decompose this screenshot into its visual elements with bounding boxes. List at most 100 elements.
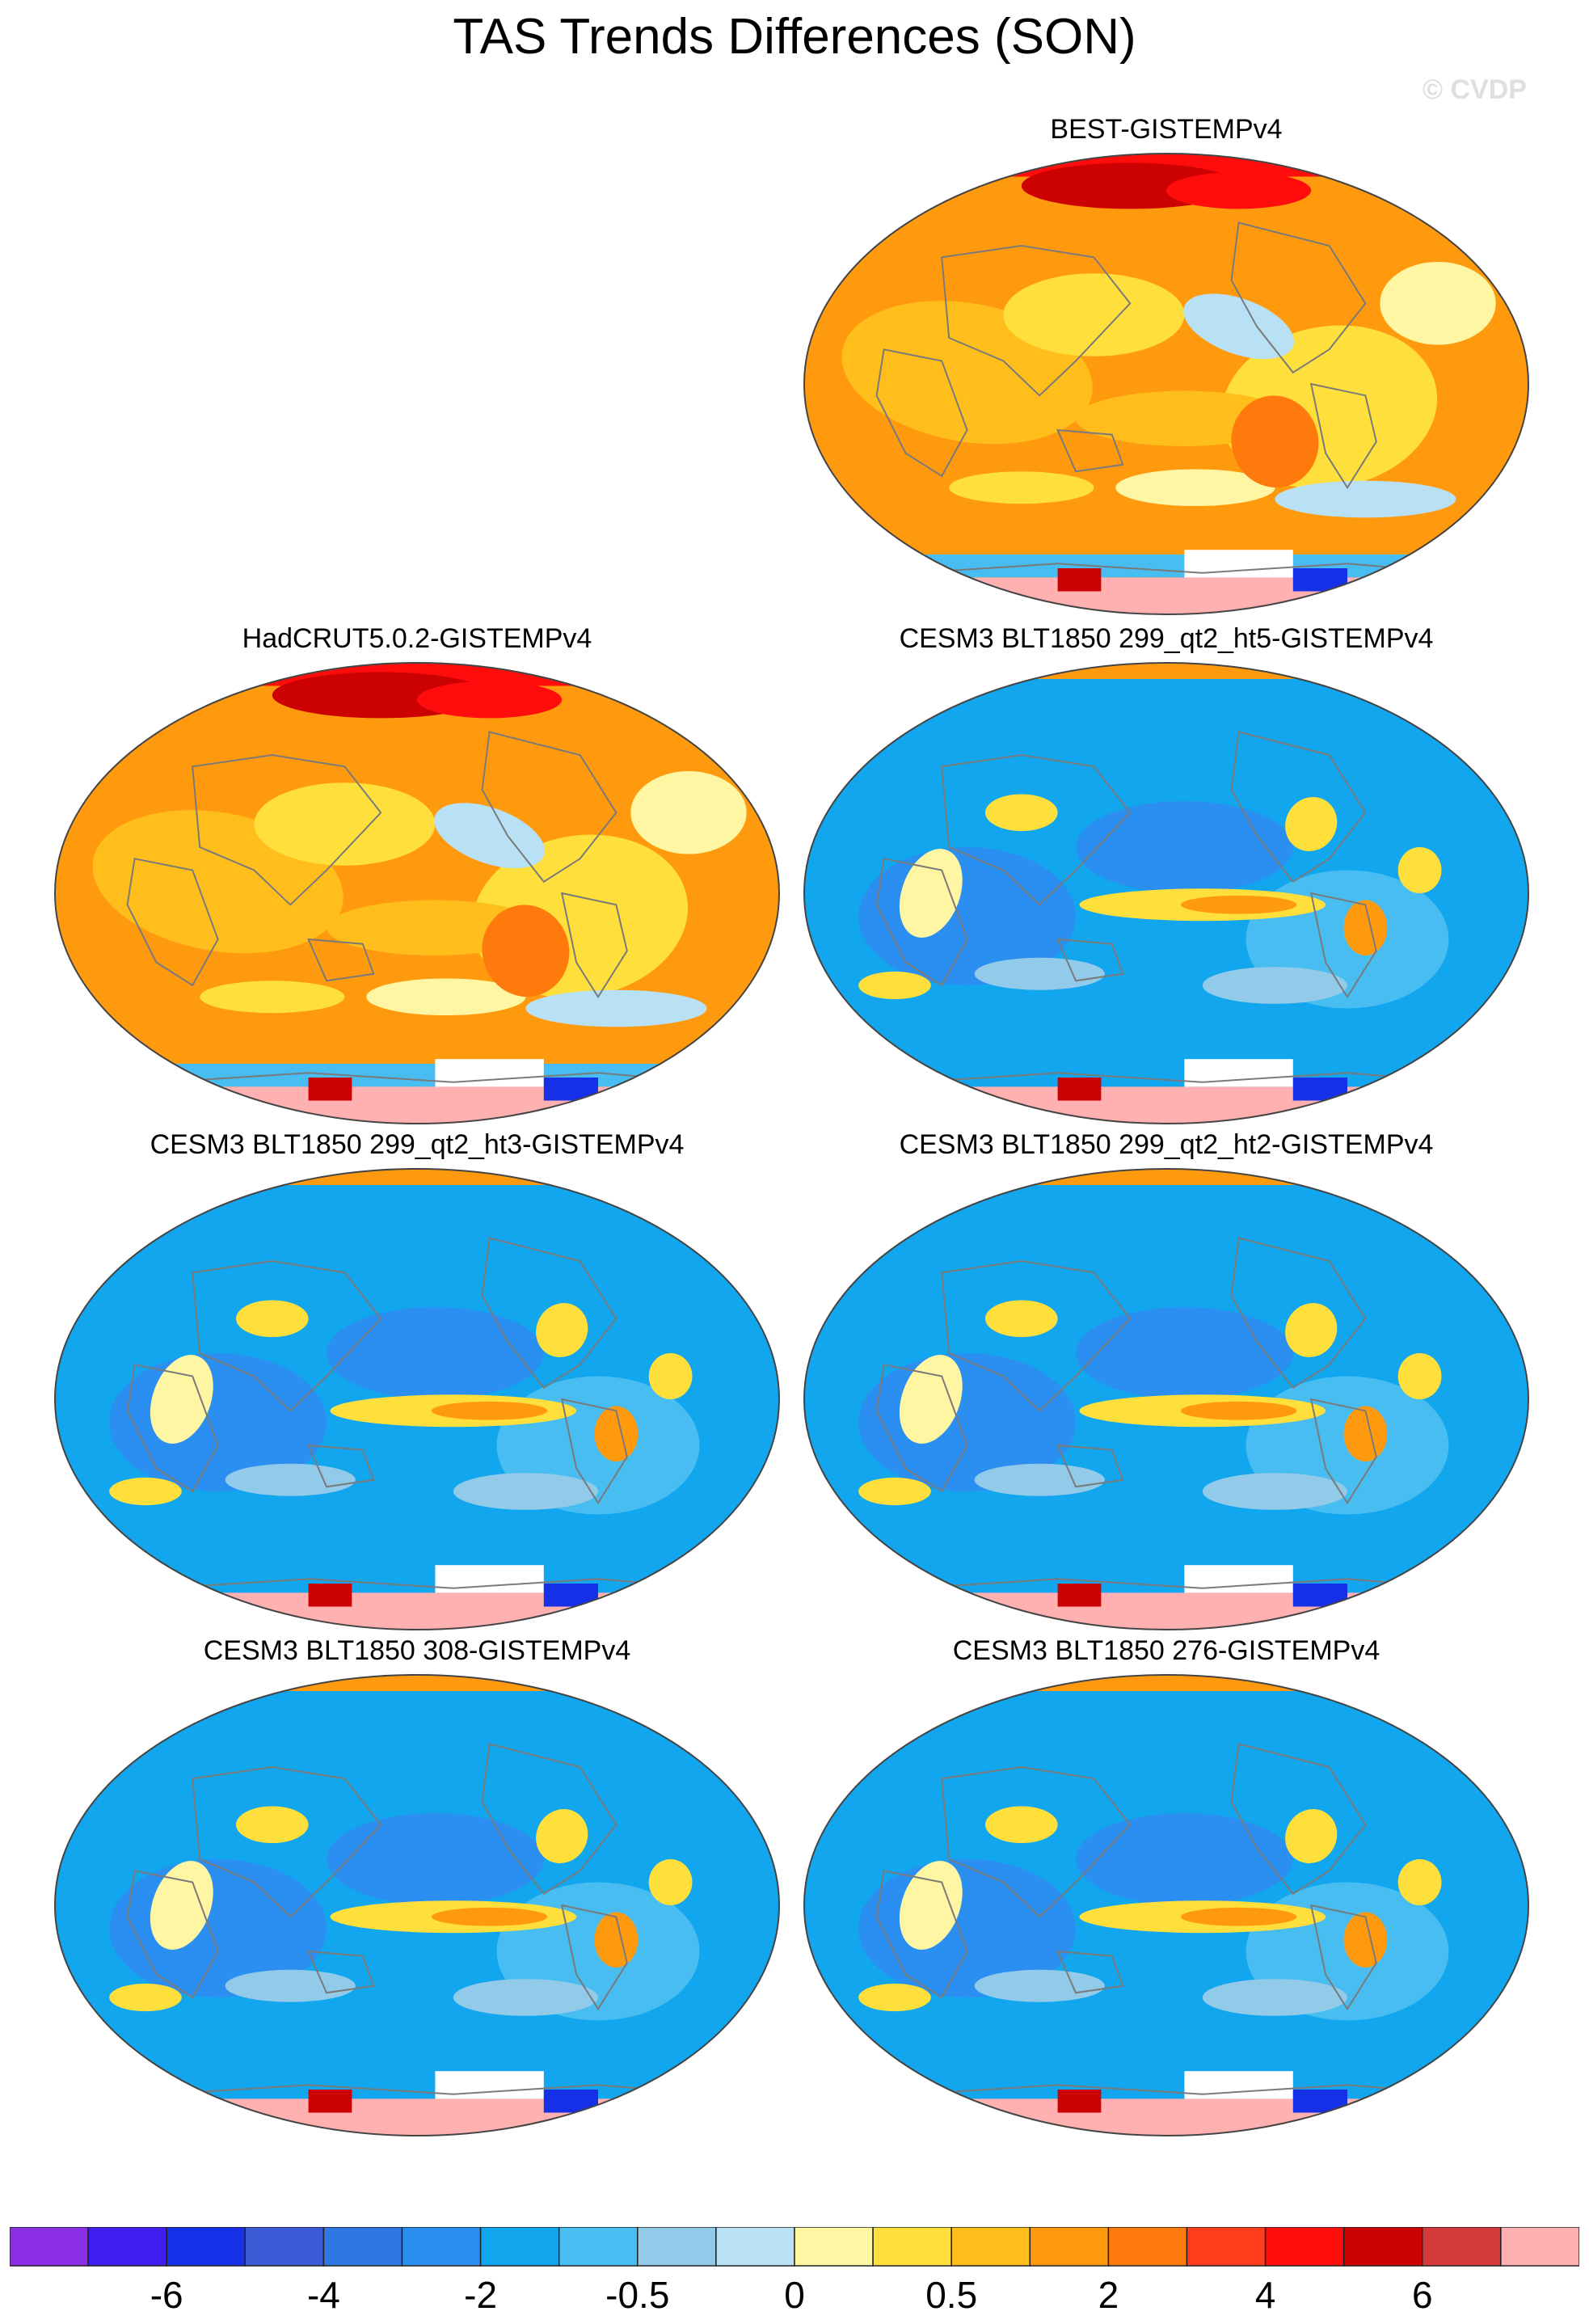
coastline xyxy=(941,753,1132,906)
colorbar-swatch xyxy=(950,2227,1031,2267)
coastline xyxy=(481,1743,617,1896)
colorbar-tick-label: -6 xyxy=(150,2274,183,2316)
coastline xyxy=(163,1578,707,1589)
coastline xyxy=(1056,938,1124,982)
coastline xyxy=(1056,1444,1124,1488)
panel-title: CESM3 BLT1850 308-GISTEMPv4 xyxy=(203,1635,631,1666)
coastline xyxy=(1309,1904,1377,2011)
coastline xyxy=(307,938,375,982)
colorbar-swatch xyxy=(794,2227,874,2267)
coastline xyxy=(875,1870,968,1999)
coastline xyxy=(913,1578,1456,1589)
map-panel: CESM3 BLT1850 276-GISTEMPv4 xyxy=(794,1634,1538,2144)
colorbar-swatch xyxy=(244,2227,325,2267)
coastline xyxy=(913,563,1456,574)
panel-title: CESM3 BLT1850 299_qt2_ht5-GISTEMPv4 xyxy=(899,623,1434,654)
colorbar-tick-label: 4 xyxy=(1255,2274,1276,2316)
colorbar-swatch xyxy=(166,2227,247,2267)
colorbar-swatch xyxy=(715,2227,795,2267)
coastline xyxy=(1056,428,1124,473)
colorbar-swatch xyxy=(479,2227,560,2267)
trend-map xyxy=(803,153,1529,615)
colorbar-swatch xyxy=(1500,2227,1579,2267)
coastline xyxy=(126,1870,219,1999)
colorbar-tick-label: 6 xyxy=(1412,2274,1433,2316)
coastline xyxy=(481,731,617,884)
coastline xyxy=(875,858,968,987)
map-border xyxy=(803,1674,1529,2136)
cvdp-credit: © CVDP xyxy=(1423,74,1527,105)
coastline xyxy=(192,1259,382,1412)
panel-title: CESM3 BLT1850 299_qt2_ht2-GISTEMPv4 xyxy=(899,1129,1434,1160)
coastline xyxy=(913,1072,1456,1083)
colorbar-tick-label: 0 xyxy=(784,2274,805,2316)
coastline xyxy=(941,1765,1132,1918)
colorbar-swatch xyxy=(558,2227,639,2267)
colorbar-swatch xyxy=(10,2227,89,2267)
colorbar-swatch xyxy=(1186,2227,1267,2267)
trend-map xyxy=(803,662,1529,1124)
coastline xyxy=(163,2084,707,2095)
coastline xyxy=(560,1904,628,2011)
colorbar-swatch xyxy=(1264,2227,1345,2267)
map-panel: HadCRUT5.0.2-GISTEMPv4 xyxy=(45,622,789,1132)
colorbar-tick-label: -0.5 xyxy=(605,2274,669,2316)
coastline xyxy=(941,1259,1132,1412)
coastline xyxy=(1230,221,1367,374)
colorbar-tick-label: 2 xyxy=(1098,2274,1119,2316)
coastline xyxy=(1056,1950,1124,1994)
coastline xyxy=(560,892,628,999)
map-border xyxy=(803,153,1529,615)
coastline xyxy=(126,858,219,987)
coastline xyxy=(1230,731,1367,884)
colorbar-swatch xyxy=(872,2227,952,2267)
coastline xyxy=(1309,1398,1377,1505)
trend-map xyxy=(54,1168,780,1630)
trend-map xyxy=(54,662,780,1124)
map-panel: CESM3 BLT1850 299_qt2_ht5-GISTEMPv4 xyxy=(794,622,1538,1132)
trend-map xyxy=(803,1168,1529,1630)
coastline xyxy=(875,348,968,478)
map-panel: BEST-GISTEMPv4 xyxy=(794,113,1538,622)
coastline xyxy=(875,1364,968,1493)
coastline xyxy=(307,1444,375,1488)
map-border xyxy=(803,1168,1529,1630)
map-panel: CESM3 BLT1850 308-GISTEMPv4 xyxy=(45,1634,789,2144)
panel-title: BEST-GISTEMPv4 xyxy=(1050,114,1283,145)
panel-title: CESM3 BLT1850 299_qt2_ht3-GISTEMPv4 xyxy=(150,1129,685,1160)
coastline xyxy=(126,1364,219,1493)
map-border xyxy=(54,662,780,1124)
colorbar-swatch xyxy=(1422,2227,1502,2267)
coastline xyxy=(481,1237,617,1390)
panel-title: HadCRUT5.0.2-GISTEMPv4 xyxy=(242,623,592,654)
coastline xyxy=(1230,1743,1367,1896)
colorbar-swatch xyxy=(1107,2227,1188,2267)
colorbar-tick-label: -2 xyxy=(464,2274,497,2316)
map-border xyxy=(54,1168,780,1630)
coastline xyxy=(1309,892,1377,999)
coastline xyxy=(163,1072,707,1083)
map-panel: CESM3 BLT1850 299_qt2_ht3-GISTEMPv4 xyxy=(45,1128,789,1638)
figure-title: TAS Trends Differences (SON) xyxy=(453,9,1136,65)
coastline xyxy=(192,1765,382,1918)
coastline xyxy=(941,244,1132,397)
colorbar-swatch xyxy=(401,2227,482,2267)
coastline xyxy=(913,2084,1456,2095)
colorbar-swatch xyxy=(1342,2227,1423,2267)
colorbar-tick-label: 0.5 xyxy=(925,2274,977,2316)
coastline xyxy=(192,753,382,906)
trend-map xyxy=(54,1674,780,2136)
colorbar-swatch xyxy=(1029,2227,1110,2267)
colorbar-swatch xyxy=(637,2227,717,2267)
panel-title: CESM3 BLT1850 276-GISTEMPv4 xyxy=(952,1635,1380,1666)
colorbar: -6 -4 -2 -0.5 0 0.5 2 4 6 xyxy=(10,2227,1579,2316)
trend-map xyxy=(803,1674,1529,2136)
coastline xyxy=(307,1950,375,1994)
coastline xyxy=(1309,382,1377,490)
colorbar-swatch xyxy=(322,2227,403,2267)
colorbar-swatch xyxy=(87,2227,167,2267)
colorbar-tick-label: -4 xyxy=(307,2274,340,2316)
map-border xyxy=(803,662,1529,1124)
map-panel: CESM3 BLT1850 299_qt2_ht2-GISTEMPv4 xyxy=(794,1128,1538,1638)
coastline xyxy=(560,1398,628,1505)
